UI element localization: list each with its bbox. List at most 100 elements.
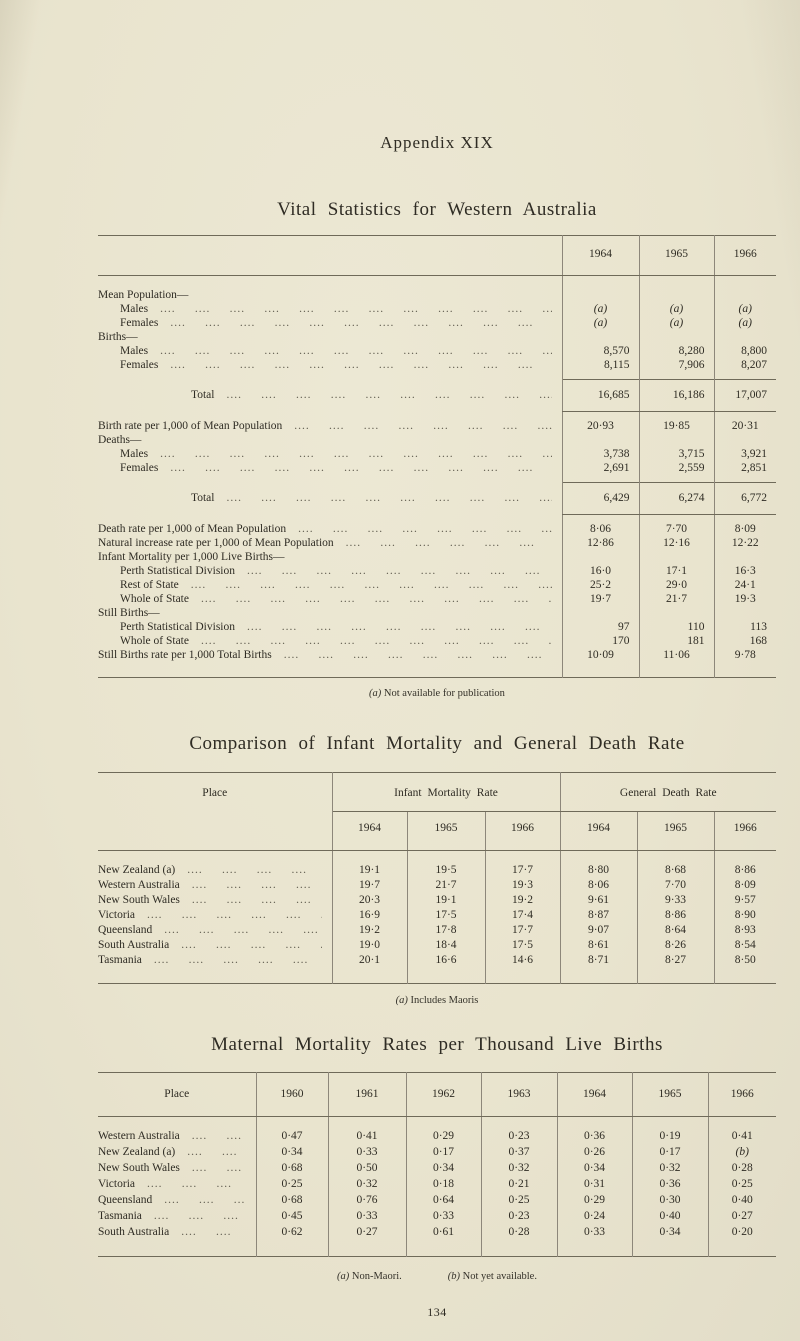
row-label: Queensland <box>98 1194 153 1206</box>
table-row: Whole of State .... .... .... .... .... .… <box>98 634 776 649</box>
value-cell: 20·3 <box>331 892 407 908</box>
row-label: Western Australia <box>98 879 180 891</box>
table-row: New Zealand (a) .... .... .... .... .... … <box>98 850 777 878</box>
value-cell: 19·1 <box>331 850 407 878</box>
row-stub: Whole of State .... .... .... .... .... .… <box>98 593 562 607</box>
value-cell: 2,851 <box>713 461 776 483</box>
row-label: New South Wales <box>98 894 180 906</box>
row-stub-content: Whole of State .... .... .... .... .... .… <box>120 635 562 648</box>
row-stub: Deaths— <box>98 434 562 448</box>
value-cell: 0·25 <box>707 1176 776 1193</box>
value-cell: 20·1 <box>331 952 407 984</box>
dot-leader: .... .... .... .... .... .... .... .... … <box>187 864 321 876</box>
table-row: Females .... .... .... .... .... .... ...… <box>98 461 776 483</box>
place-cell: New Zealand (a) .... .... .... .... .... … <box>98 1145 256 1161</box>
row-stub-content: Females .... .... .... .... .... .... ...… <box>120 317 562 330</box>
table3-place-header: Place <box>98 1072 256 1117</box>
row-stub: Natural increase rate per 1,000 of Mean … <box>98 537 562 551</box>
value-cell: 0·34 <box>255 1144 328 1161</box>
table2-group-header-row: Place Infant Mortality Rate General Deat… <box>98 772 777 851</box>
value-cell: 8·54 <box>713 937 777 953</box>
dot-leader: .... .... .... .... .... .... .... .... … <box>160 345 551 357</box>
place-cell: Queensland .... .... .... .... .... .... … <box>98 1193 256 1209</box>
value-cell: 113 <box>713 620 776 635</box>
table3-year-header: 1960 <box>255 1072 328 1117</box>
footnote-text: Non-Maori. <box>351 1271 402 1282</box>
place-cell: New South Wales .... .... .... .... .... … <box>98 893 332 908</box>
value-cell: 21·7 <box>406 877 485 893</box>
row-stub: Males .... .... .... .... .... .... .... … <box>98 303 562 317</box>
value-cell: 0·26 <box>556 1144 632 1161</box>
row-label: Total <box>191 492 215 504</box>
row-stub-content: Birth rate per 1,000 of Mean Population.… <box>98 420 562 433</box>
table-row: Perth Statistical Division .... .... ....… <box>98 620 776 635</box>
dot-leader: .... .... .... .... .... .... .... .... … <box>153 1210 246 1222</box>
value-cell: 0·34 <box>405 1160 481 1177</box>
row-stub-content: Still Births— <box>98 607 562 620</box>
value-cell <box>638 330 714 345</box>
comparison-table: Place Infant Mortality Rate General Deat… <box>98 772 777 984</box>
place-cell: Western Australia .... .... .... .... ...… <box>98 1117 256 1145</box>
footnote-marker: (b) <box>447 1271 460 1282</box>
table-row: Rest of State .... .... .... .... .... ..… <box>98 578 776 593</box>
row-label: Tasmania <box>98 1210 142 1222</box>
table2-year-header: 1965 <box>636 811 715 851</box>
row-stub-content: Death rate per 1,000 of Mean Population.… <box>98 523 562 536</box>
table2-year-header: 1966 <box>713 811 777 851</box>
value-cell: (a) <box>561 302 639 317</box>
value-cell: 6,274 <box>638 482 714 515</box>
value-cell: 19·0 <box>331 937 407 953</box>
value-cell: 7·70 <box>636 877 715 893</box>
value-cell: 181 <box>638 634 714 649</box>
place-cell-content: Queensland .... .... .... .... .... .... … <box>98 924 332 937</box>
table3-header-row: Place 1960 1961 1962 1963 1964 1965 1966 <box>98 1072 776 1117</box>
value-cell: 0·36 <box>556 1116 632 1145</box>
table1-footnote: (a) Not available for publication <box>98 688 776 699</box>
dot-leader: .... .... .... .... .... .... .... .... … <box>191 1162 246 1174</box>
table2-place-header: Place <box>98 772 333 851</box>
table-row: Birth rate per 1,000 of Mean Population.… <box>98 411 776 434</box>
row-stub: Perth Statistical Division .... .... ....… <box>98 621 562 635</box>
row-label: Still Births— <box>98 607 160 619</box>
value-cell <box>713 433 776 448</box>
place-cell: Western Australia .... .... .... .... ...… <box>98 878 332 893</box>
place-cell: New Zealand (a) .... .... .... .... .... … <box>98 851 332 878</box>
value-cell: 2,559 <box>638 461 714 483</box>
value-cell: 8·27 <box>636 952 715 984</box>
value-cell: 8·68 <box>636 850 715 878</box>
value-cell: 17,007 <box>713 379 776 412</box>
value-cell: 19·7 <box>561 592 639 607</box>
row-stub: Mean Population— <box>98 276 562 303</box>
value-cell: 0·33 <box>405 1208 481 1225</box>
table2-year-header: 1965 <box>406 811 485 851</box>
table-row: Births— <box>98 330 776 345</box>
value-cell: 0·29 <box>556 1192 632 1209</box>
value-cell: 9·57 <box>713 892 777 908</box>
value-cell: 0·33 <box>556 1224 632 1257</box>
row-stub: Total .... .... .... .... .... .... .... … <box>98 483 562 515</box>
value-cell: 0·34 <box>631 1224 708 1257</box>
row-label: Tasmania <box>98 954 142 966</box>
value-cell: 0·18 <box>405 1176 481 1193</box>
value-cell <box>713 330 776 345</box>
row-stub-content: Natural increase rate per 1,000 of Mean … <box>98 537 562 550</box>
value-cell: 2,691 <box>561 461 639 483</box>
place-cell: Victoria .... .... .... .... .... .... ..… <box>98 908 332 923</box>
dot-leader: .... .... .... .... .... .... .... .... … <box>147 909 322 921</box>
value-cell <box>561 330 639 345</box>
value-cell: 17·5 <box>406 907 485 923</box>
row-stub-content: Births— <box>98 331 562 344</box>
place-cell-content: New South Wales .... .... .... .... .... … <box>98 1162 256 1175</box>
row-label: Total <box>191 389 215 401</box>
dot-leader: .... .... .... .... .... .... .... .... … <box>247 621 552 633</box>
value-cell <box>713 275 776 303</box>
row-stub: Males .... .... .... .... .... .... .... … <box>98 345 562 359</box>
value-cell: (a) <box>638 302 714 317</box>
value-cell: 8,280 <box>638 344 714 359</box>
row-label: Whole of State <box>120 635 189 647</box>
value-cell: 8·86 <box>713 850 777 878</box>
value-cell: 8·06 <box>559 877 638 893</box>
table1-header-row: 1964 1965 1966 <box>98 235 776 276</box>
value-cell: 16·0 <box>561 564 639 579</box>
